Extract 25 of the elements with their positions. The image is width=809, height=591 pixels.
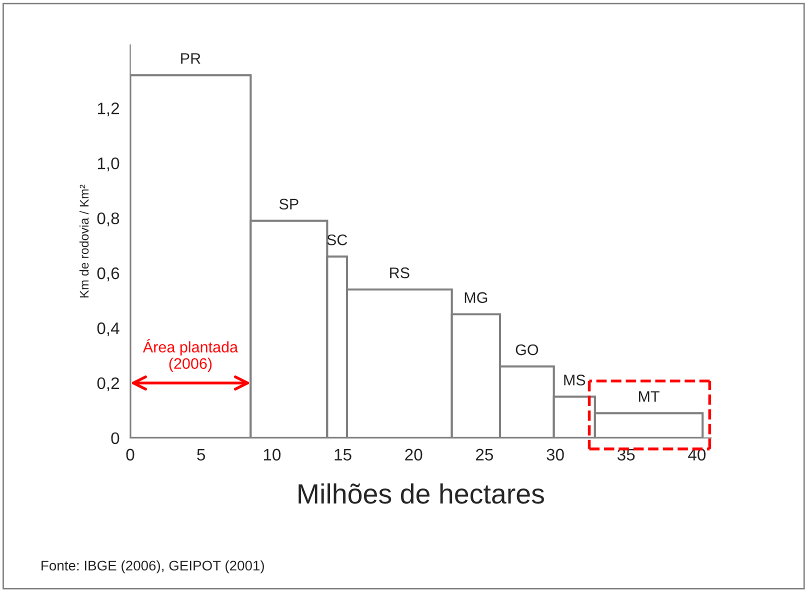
category-label: MS <box>564 374 586 386</box>
y-tick-label: 1,0 <box>98 157 120 172</box>
y-tick-label: 0,6 <box>97 267 120 282</box>
y-tick-label: 0,4 <box>97 322 120 336</box>
y-tick-label: 0 <box>111 432 120 444</box>
source-note: Fonte: IBGE (2006), GEIPOT (2001) <box>42 560 264 574</box>
x-tick-label: 5 <box>197 448 206 461</box>
x-tick-label: 30 <box>546 448 564 461</box>
y-tick-label: 1,2 <box>98 102 119 116</box>
x-tick-label: 10 <box>264 448 281 461</box>
x-tick-label: 15 <box>334 448 352 461</box>
category-label: MG <box>464 292 488 303</box>
y-tick-label: 0,2 <box>97 377 119 392</box>
category-label: MT <box>639 391 660 402</box>
y-axis-title: Km de rodovia / Km² <box>79 184 89 298</box>
x-axis-title: Milhões de hectares <box>298 483 544 504</box>
category-label: PR <box>181 53 200 64</box>
category-label: RS <box>390 267 410 278</box>
x-tick-label: 25 <box>476 448 494 461</box>
y-tick-label: 0,8 <box>97 212 120 226</box>
annotation: Área plantada (2006) <box>142 339 238 372</box>
x-tick-label: 0 <box>126 448 134 461</box>
category-label: GO <box>516 344 538 356</box>
category-label: SP <box>279 198 298 210</box>
x-tick-label: 20 <box>405 448 422 461</box>
